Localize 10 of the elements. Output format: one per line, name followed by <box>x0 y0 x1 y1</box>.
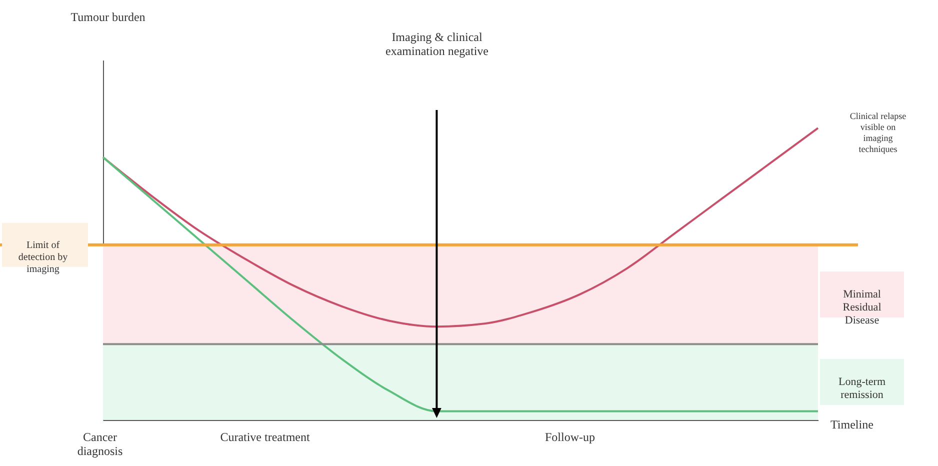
text: Curative treatment <box>220 430 310 444</box>
ref-line-label: Limit of detection by imaging <box>18 240 68 275</box>
x-axis-title: Timeline <box>830 418 874 432</box>
text: Follow-up <box>544 430 596 444</box>
text: Tumour burden <box>70 10 146 24</box>
band-label: Minimal Residual Disease <box>842 288 882 326</box>
text: Cancer diagnosis <box>77 430 123 458</box>
text: Imaging & clinical examination negative <box>386 30 488 58</box>
text: Clinical relapse visible on imaging techniques <box>850 111 906 154</box>
band-label: Long-term remission <box>838 376 886 402</box>
